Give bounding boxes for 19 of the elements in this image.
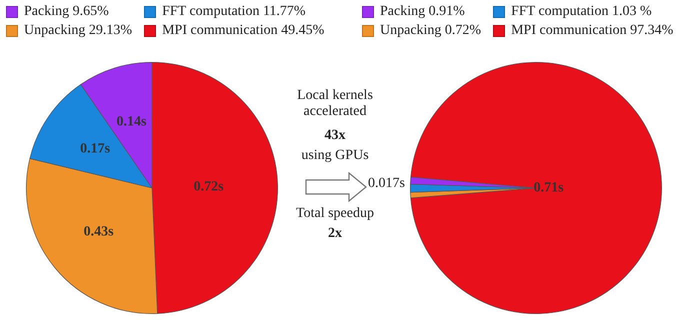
legend-label: Unpacking 0.72% (380, 23, 482, 39)
legend-label: FFT computation 1.03 % (511, 4, 653, 20)
data-label: 0.17s (80, 141, 111, 156)
legend-label: MPI communication 49.45% (162, 23, 324, 39)
legend-label: FFT computation 11.77% (162, 4, 307, 20)
text: 0.017s (368, 176, 405, 192)
data-label: 0.72s (194, 179, 224, 194)
text: 43x (324, 128, 346, 144)
text: Total speedup (295, 206, 375, 222)
data-label: 0.14s (116, 114, 148, 130)
text: 2x (327, 226, 343, 242)
legend-label: MPI communication 97.34% (511, 23, 674, 39)
legend-label: Unpacking 29.13% (24, 23, 132, 39)
data-label: 0.71s (534, 180, 564, 196)
text: using GPUs (300, 148, 370, 164)
legend-label: Packing 9.65% (24, 4, 110, 20)
text: Local kernels accelerated (296, 88, 374, 120)
data-label: 0.43s (84, 224, 114, 240)
legend-label: Packing 0.91% (380, 4, 466, 20)
